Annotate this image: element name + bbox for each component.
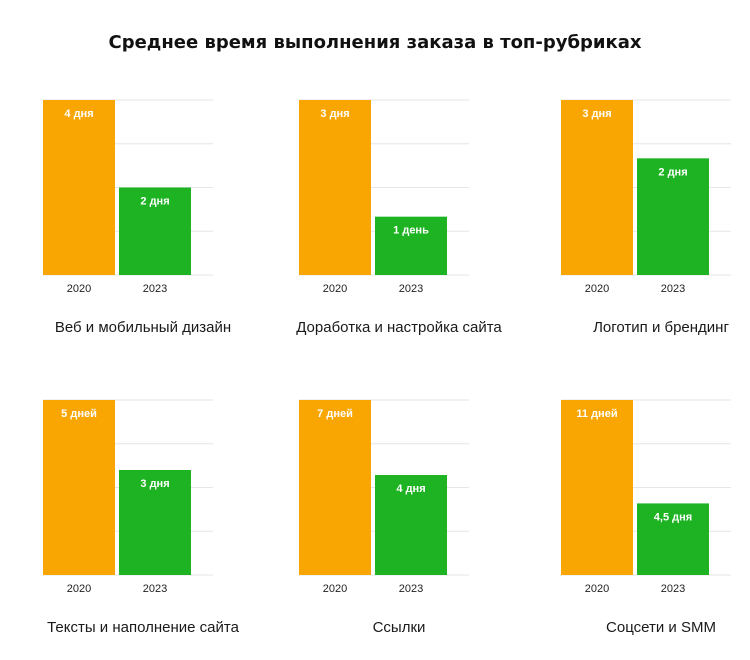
x-tick-label: 2020 (67, 583, 91, 595)
chart-caption: Ссылки (372, 619, 426, 636)
bar-value-label: 3 дня (582, 108, 611, 120)
bar-2023 (637, 158, 709, 275)
chart-panel: 3 дня 2020 1 день 2023 Доработка и настройка… (296, 99, 502, 360)
bar-2020 (43, 100, 115, 275)
bar-chart: 5 дней 2020 3 дня 2023 (43, 399, 213, 595)
x-tick-label: 2023 (399, 583, 423, 595)
bar-chart: 3 дня 2020 2 дня 2023 (561, 99, 731, 295)
bar-2023 (119, 470, 191, 575)
bar-value-label: 1 день (393, 225, 429, 237)
bar-value-label: 5 дней (61, 408, 97, 420)
bar-2020 (561, 400, 633, 575)
bar-value-label: 2 дня (658, 166, 687, 178)
x-tick-label: 2023 (143, 283, 167, 295)
chart-caption: Веб и мобильный дизайн (54, 319, 232, 336)
bar-value-label: 4,5 дня (654, 511, 692, 523)
x-tick-label: 2020 (585, 583, 609, 595)
bar-2023 (119, 187, 191, 275)
x-tick-label: 2020 (585, 283, 609, 295)
bar-value-label: 3 дня (320, 108, 349, 120)
bar-chart: 3 дня 2020 1 день 2023 (299, 99, 469, 295)
chart-caption: Соцсети и SMM (606, 619, 716, 636)
x-tick-label: 2020 (323, 583, 347, 595)
bar-2020 (299, 100, 371, 275)
bar-2023 (375, 475, 447, 575)
bar-value-label: 7 дней (317, 408, 353, 420)
chart-panel: 3 дня 2020 2 дня 2023 Логотип и брендинг (561, 99, 750, 360)
bar-value-label: 11 дней (576, 408, 617, 420)
bar-value-label: 4 дня (64, 108, 93, 120)
bar-chart: 11 дней 2020 4,5 дня 2023 (561, 399, 731, 595)
chart-panel: 5 дней 2020 3 дня 2023 Тексты и наполнение с… (43, 399, 243, 660)
bar-value-label: 2 дня (140, 196, 169, 208)
chart-caption: Тексты и наполнение сайта (47, 619, 239, 636)
x-tick-label: 2023 (661, 283, 685, 295)
x-tick-label: 2023 (399, 283, 423, 295)
bar-2020 (561, 100, 633, 275)
bar-value-label: 4 дня (396, 483, 425, 495)
x-tick-label: 2023 (661, 583, 685, 595)
bar-2023 (637, 503, 709, 575)
bar-chart: 4 дня 2020 2 дня 2023 (43, 99, 213, 295)
x-tick-label: 2020 (67, 283, 91, 295)
bar-value-label: 3 дня (140, 478, 169, 490)
chart-caption: Логотип и брендинг (593, 319, 729, 336)
bar-chart: 7 дней 2020 4 дня 2023 (299, 399, 469, 595)
chart-panel: 4 дня 2020 2 дня 2023 Веб и мобильный дизайн (43, 99, 243, 360)
chart-panel: 7 дней 2020 4 дня 2023 Ссылки (299, 399, 499, 660)
bar-2020 (43, 400, 115, 575)
chart-panel: 11 дней 2020 4,5 дня 2023 Соцсети и SMM (561, 399, 750, 660)
chart-caption: Доработка и настройка сайта (296, 319, 502, 336)
bar-2023 (375, 216, 447, 275)
x-tick-label: 2023 (143, 583, 167, 595)
x-tick-label: 2020 (323, 283, 347, 295)
bar-2020 (299, 400, 371, 575)
chart-title: Среднее время выполнения заказа в топ-ру… (108, 32, 642, 53)
